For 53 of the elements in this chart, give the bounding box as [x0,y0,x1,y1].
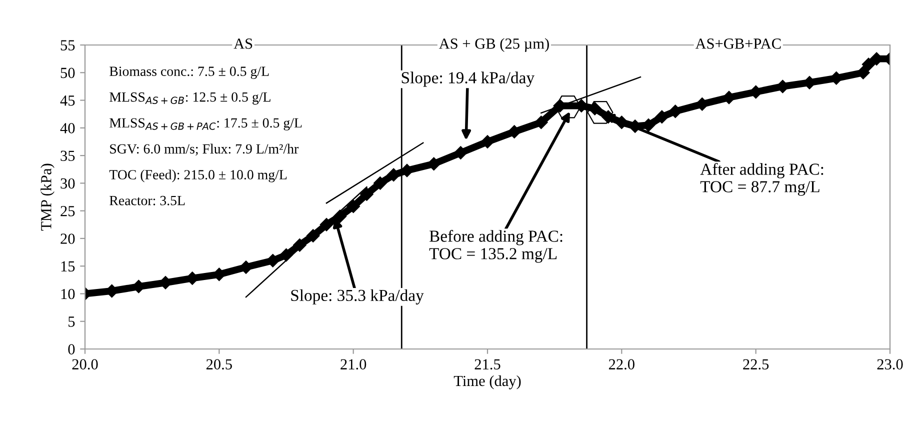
point [480,135,494,148]
y-tick-label: 0 [68,344,75,354]
annotation: AS [234,38,252,49]
x-tick-label: 23.0 [877,359,903,370]
annotation: TOC (Feed): 215.0 ± 10.0 mg/L [109,170,287,182]
annotation: MLSS$_{AS+GB}$: 12.5 ± 0.5 g/L [110,92,270,105]
y-tick-label: 35 [60,150,75,161]
y-tick-label: 50 [60,68,75,78]
point [266,254,280,268]
y-tick-label: 30 [60,178,75,189]
y-tick-label: 25 [60,206,75,216]
x-tick-label: 22.5 [743,359,769,370]
point [508,125,521,138]
annotation: AS + GB (25 µm) [438,38,549,52]
x-tick-label: 21.0 [340,359,366,370]
y-tick-label: 20 [60,234,75,244]
annotation: AS+GB+PAC [695,38,781,49]
point [454,146,468,160]
point [862,58,876,71]
x-tick-label: 22.0 [608,359,634,370]
y-tick-label: 45 [60,96,75,106]
x-tick-label: 20.5 [206,359,232,370]
y-tick-label: 5 [68,316,75,327]
annotation: After adding PAC: TOC = 87.7 mg/L [700,162,824,196]
y-tick-label: 15 [61,261,75,272]
point [856,66,870,80]
y-tick-label: 40 [60,123,75,134]
annotation: SGV: 6.0 mm/s; Flux: 7.9 L/m²/hr [110,144,299,156]
point [374,176,387,190]
point [696,98,709,111]
annotation: Biomass conc.: 7.5 ± 0.5 g/L [110,66,269,79]
point [427,157,440,170]
x-axis-title: Time (day) [454,375,521,390]
x-tick-label: 21.5 [474,359,500,370]
y-tick-label: 10 [61,288,75,300]
y-tick-label: 55 [60,40,75,50]
y-axis-title: TMP (kPa) [40,164,54,231]
point [400,164,414,178]
point [360,188,374,201]
point [212,268,226,281]
annotation: MLSS$_{AS+GB+PAC}$: 17.5 ± 0.5 g/L [110,118,302,130]
point [320,218,334,232]
point [534,116,548,129]
point [346,200,360,213]
point [386,168,400,182]
annotation: Reactor: 3.5L [110,196,185,206]
point [655,110,669,124]
annotation: Before adding PAC: TOC = 135.2 mg/L [429,230,562,263]
point [668,104,682,118]
annotation: Slope: 19.4 kPa/day [402,72,534,87]
annotation: Slope: 35.3 kPa/day [291,289,424,304]
x-tick-label: 20.0 [72,359,98,370]
point [280,248,293,262]
